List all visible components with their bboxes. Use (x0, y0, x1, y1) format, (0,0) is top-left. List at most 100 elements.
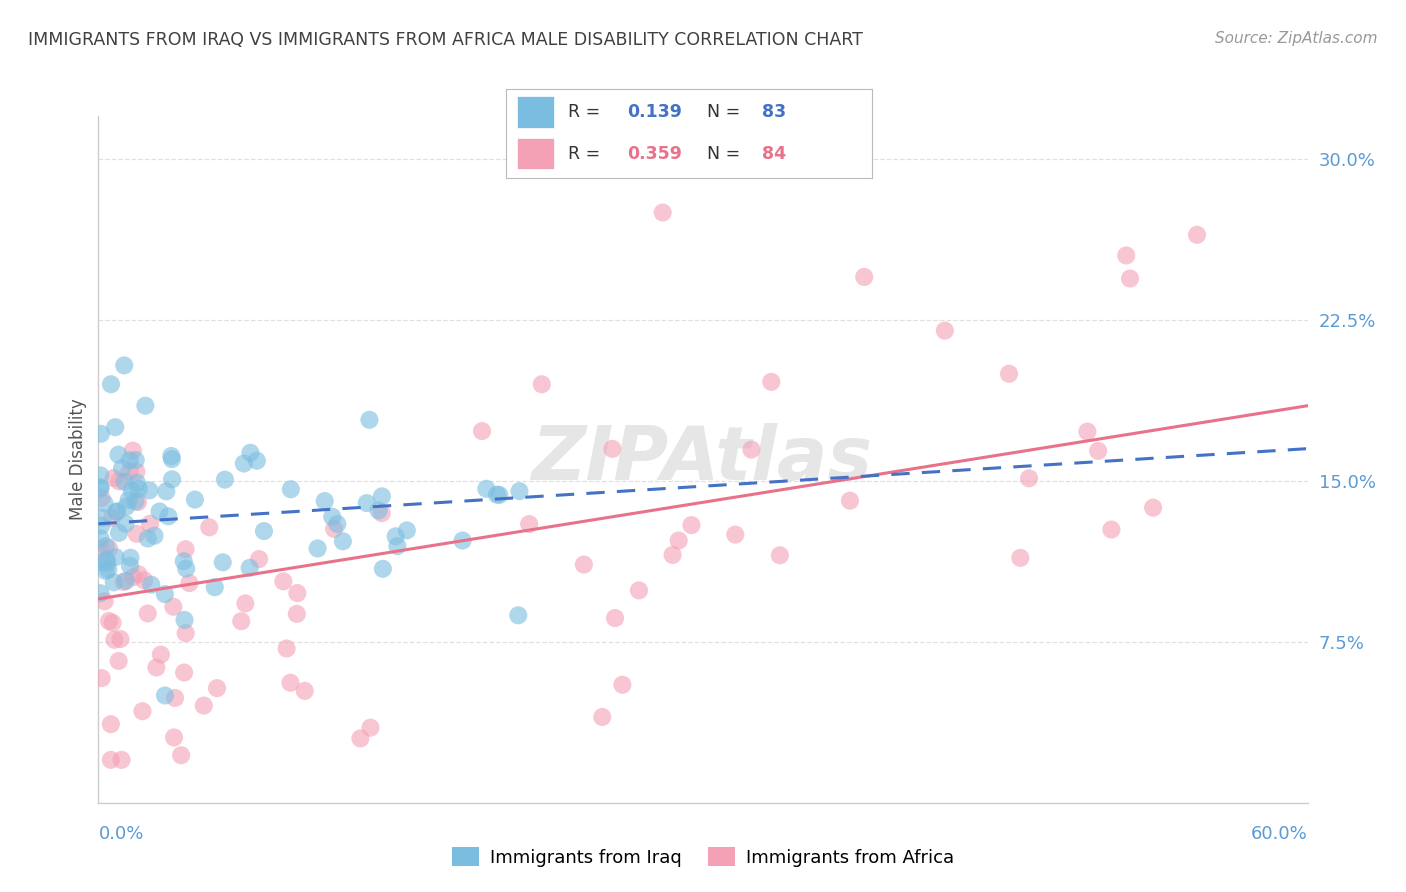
Point (163, 731, 186, 745)
Point (90, 426, 112, 441)
Point (105, 505, 128, 519)
Text: R =: R = (568, 145, 606, 163)
Point (114, 475, 136, 489)
Point (100, 717, 122, 731)
Point (134, 399, 156, 413)
Point (761, 375, 783, 389)
Point (91, 511, 114, 525)
Point (198, 520, 221, 534)
Point (173, 554, 195, 568)
Point (326, 516, 349, 531)
Point (1087, 443, 1109, 458)
Text: 84: 84 (762, 145, 786, 163)
Point (100, 753, 122, 767)
Point (661, 548, 683, 562)
Point (724, 527, 747, 541)
Point (603, 611, 626, 625)
Point (530, 377, 553, 392)
Point (174, 542, 197, 557)
Point (395, 524, 418, 538)
Point (321, 509, 343, 524)
Point (107, 448, 129, 462)
Point (96, 553, 118, 567)
Point (276, 641, 298, 656)
Text: 83: 83 (762, 103, 786, 121)
Point (90, 671, 112, 685)
Text: R =: R = (568, 103, 606, 121)
Point (139, 516, 162, 531)
Point (114, 574, 136, 588)
Point (114, 516, 136, 531)
Point (173, 613, 195, 627)
Point (125, 453, 148, 467)
Point (839, 493, 862, 508)
Point (204, 580, 226, 594)
Point (143, 529, 166, 543)
Legend: Immigrants from Iraq, Immigrants from Africa: Immigrants from Iraq, Immigrants from Af… (444, 840, 962, 874)
Point (239, 561, 262, 575)
Point (1142, 500, 1164, 515)
Point (115, 500, 138, 514)
Point (128, 482, 150, 496)
Point (136, 532, 159, 546)
Point (280, 483, 302, 497)
Text: IMMIGRANTS FROM IRAQ VS IMMIGRANTS FROM AFRICA MALE DISABILITY CORRELATION CHART: IMMIGRANTS FROM IRAQ VS IMMIGRANTS FROM … (28, 31, 863, 49)
Point (125, 526, 148, 541)
Point (136, 607, 159, 621)
Point (155, 484, 177, 499)
Point (247, 552, 270, 566)
Point (323, 522, 346, 536)
Point (332, 534, 354, 549)
Point (214, 473, 236, 487)
Point (96, 556, 118, 570)
Point (475, 482, 498, 496)
Point (118, 453, 141, 467)
Point (127, 567, 149, 582)
Point (384, 529, 406, 543)
Point (105, 504, 128, 518)
Point (314, 494, 336, 508)
Point (211, 555, 233, 569)
Point (108, 525, 131, 540)
Point (360, 721, 382, 735)
Point (651, 205, 673, 219)
Point (120, 550, 142, 565)
Point (160, 449, 183, 463)
Point (246, 454, 269, 468)
Point (101, 511, 124, 525)
Point (157, 509, 180, 524)
Point (371, 506, 394, 520)
Point (93, 496, 115, 510)
Point (485, 487, 508, 501)
Text: ZIPAtlas: ZIPAtlas (533, 423, 873, 496)
Point (349, 731, 371, 746)
Point (89, 541, 111, 556)
Point (89, 468, 111, 483)
Point (1119, 271, 1142, 285)
Point (285, 607, 308, 621)
Point (280, 675, 302, 690)
Point (110, 753, 132, 767)
Point (371, 562, 394, 576)
Point (89, 531, 111, 545)
Text: N =: N = (707, 145, 747, 163)
Point (160, 452, 183, 467)
Point (103, 575, 125, 590)
Point (174, 626, 197, 640)
Text: 0.139: 0.139 (627, 103, 682, 121)
Point (294, 684, 316, 698)
Point (118, 465, 141, 479)
Point (90, 491, 112, 505)
Point (668, 533, 690, 548)
Point (89, 480, 111, 494)
FancyBboxPatch shape (517, 96, 554, 128)
Point (163, 690, 186, 705)
Point (371, 489, 394, 503)
Point (1010, 550, 1032, 565)
Point (112, 574, 135, 589)
Point (145, 660, 167, 674)
Point (602, 442, 624, 456)
Point (122, 570, 145, 584)
Point (121, 443, 143, 458)
Point (307, 541, 329, 556)
